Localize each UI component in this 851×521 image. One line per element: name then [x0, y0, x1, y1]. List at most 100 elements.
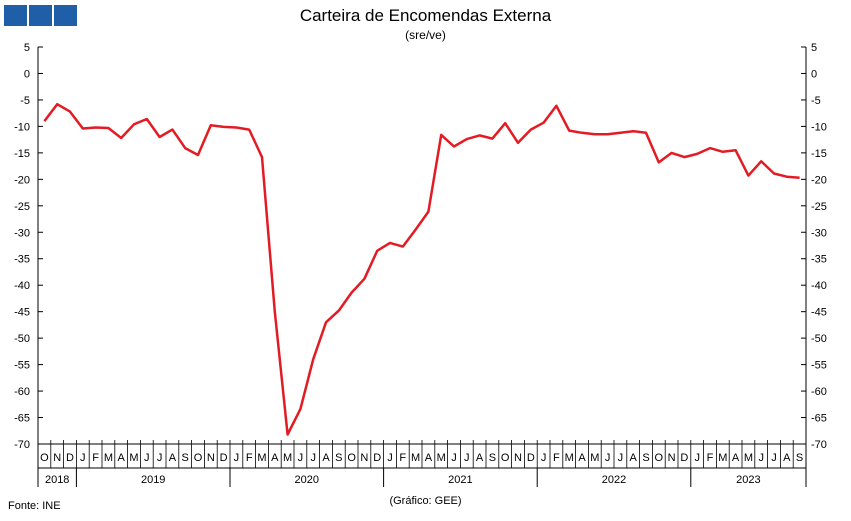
month-label: J	[157, 452, 163, 464]
month-label: J	[310, 452, 316, 464]
year-label: 2019	[141, 474, 165, 486]
month-label: N	[207, 452, 215, 464]
y-tick-label-left: -35	[14, 254, 30, 266]
month-label: S	[335, 452, 342, 464]
month-label: M	[718, 452, 727, 464]
month-label: F	[92, 452, 99, 464]
month-label: O	[40, 452, 49, 464]
month-label: O	[655, 452, 664, 464]
month-label: A	[425, 452, 433, 464]
logo-square-2	[29, 5, 52, 26]
month-label: M	[104, 452, 113, 464]
month-label: N	[668, 452, 676, 464]
y-tick-label-right: -55	[811, 360, 827, 372]
month-label: O	[347, 452, 356, 464]
month-label: D	[527, 452, 535, 464]
y-tick-label-left: -65	[14, 413, 30, 425]
y-tick-label-right: -30	[811, 227, 827, 239]
month-label: M	[283, 452, 292, 464]
month-label: N	[514, 452, 522, 464]
y-tick-label-right: -20	[811, 174, 827, 186]
y-tick-label-right: -40	[811, 280, 827, 292]
month-label: J	[144, 452, 150, 464]
y-tick-label-right: 5	[811, 42, 817, 54]
month-label: F	[707, 452, 714, 464]
series-line	[43, 102, 800, 436]
month-label: M	[590, 452, 599, 464]
month-label: N	[53, 452, 61, 464]
month-label: M	[744, 452, 753, 464]
y-tick-label-left: -50	[14, 333, 30, 345]
y-tick-label-left: -40	[14, 280, 30, 292]
chart-source: Fonte: INE	[8, 500, 61, 512]
y-tick-label-right: -70	[811, 439, 827, 451]
month-label: J	[464, 452, 470, 464]
month-label: M	[129, 452, 138, 464]
month-label: D	[373, 452, 381, 464]
month-label: A	[783, 452, 791, 464]
month-label: J	[80, 452, 86, 464]
month-label: F	[246, 452, 253, 464]
month-label: J	[234, 452, 240, 464]
y-tick-label-left: -45	[14, 307, 30, 319]
y-tick-label-right: -60	[811, 386, 827, 398]
month-label: D	[220, 452, 228, 464]
chart-credit: (Gráfico: GEE)	[389, 495, 462, 507]
y-tick-label-left: -5	[20, 95, 30, 107]
month-label: M	[437, 452, 446, 464]
y-tick-label-left: -70	[14, 439, 30, 451]
month-label: A	[476, 452, 484, 464]
month-label: N	[360, 452, 368, 464]
month-label: A	[118, 452, 126, 464]
y-tick-label-right: -65	[811, 413, 827, 425]
logo-square-1	[4, 5, 27, 26]
y-tick-label-left: 0	[24, 68, 30, 80]
y-tick-label-right: -5	[811, 95, 821, 107]
month-label: F	[399, 452, 406, 464]
year-label: 2018	[45, 474, 69, 486]
month-label: F	[553, 452, 560, 464]
month-label: J	[618, 452, 624, 464]
y-tick-label-right: -15	[811, 148, 827, 160]
y-tick-label-left: -30	[14, 227, 30, 239]
month-label: A	[578, 452, 586, 464]
month-label: S	[642, 452, 649, 464]
month-label: O	[501, 452, 510, 464]
chart-subtitle: (sre/ve)	[405, 28, 446, 42]
month-label: S	[182, 452, 189, 464]
y-tick-label-right: -10	[811, 121, 827, 133]
y-tick-label-left: 5	[24, 42, 30, 54]
month-label: A	[271, 452, 279, 464]
month-label: M	[565, 452, 574, 464]
year-label: 2022	[602, 474, 626, 486]
month-label: A	[322, 452, 330, 464]
ine-logo	[4, 5, 77, 26]
y-tick-label-left: -55	[14, 360, 30, 372]
y-tick-label-right: 0	[811, 68, 817, 80]
y-tick-label-right: -45	[811, 307, 827, 319]
month-label: J	[758, 452, 764, 464]
month-label: J	[298, 452, 304, 464]
month-label: S	[489, 452, 496, 464]
chart-title: Carteira de Encomendas Externa	[299, 6, 552, 25]
y-tick-label-left: -60	[14, 386, 30, 398]
y-tick-label-right: -50	[811, 333, 827, 345]
month-label: J	[387, 452, 393, 464]
month-label: J	[541, 452, 547, 464]
year-label: 2020	[295, 474, 319, 486]
month-label: J	[605, 452, 611, 464]
month-label: D	[680, 452, 688, 464]
y-tick-label-right: -25	[811, 201, 827, 213]
y-tick-label-left: -10	[14, 121, 30, 133]
y-tick-label-left: -15	[14, 148, 30, 160]
year-label: 2023	[736, 474, 760, 486]
month-label: M	[411, 452, 420, 464]
month-label: J	[694, 452, 700, 464]
month-label: J	[771, 452, 777, 464]
y-tick-label-left: -20	[14, 174, 30, 186]
month-label: A	[630, 452, 638, 464]
month-label: D	[66, 452, 74, 464]
month-label: A	[169, 452, 177, 464]
month-label: M	[257, 452, 266, 464]
